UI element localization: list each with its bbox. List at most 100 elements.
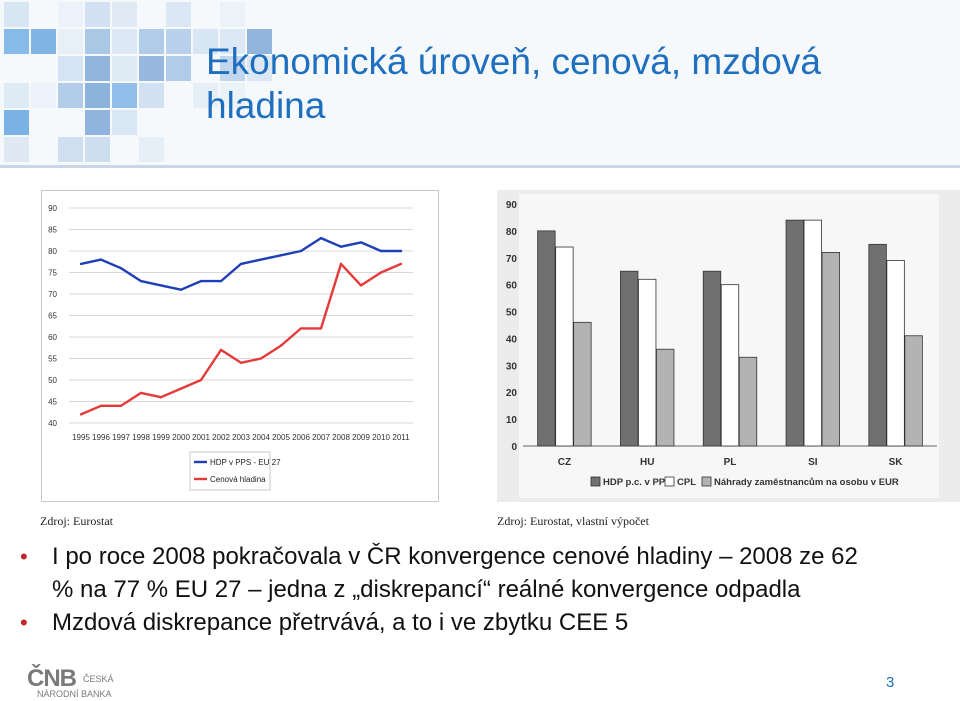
x-tick-label: HU — [640, 457, 654, 468]
x-tick-label: 1998 — [132, 433, 150, 442]
y-tick-label: 80 — [506, 227, 518, 238]
data-point — [339, 245, 343, 248]
x-tick-label: SK — [889, 457, 904, 468]
page-number: 3 — [886, 674, 895, 691]
page-title: Ekonomická úroveň, cenová, mzdová hladin… — [206, 40, 926, 128]
legend-frame — [189, 451, 271, 491]
bar — [738, 356, 758, 447]
y-tick-label: 40 — [506, 334, 518, 345]
x-tick-label: 2010 — [372, 433, 390, 442]
data-point — [79, 413, 83, 416]
bullet-list: • I po roce 2008 pokračovala v ČR konver… — [20, 540, 940, 639]
data-point — [259, 357, 263, 360]
header-mosaic — [0, 0, 960, 168]
bullet-dot-icon: • — [20, 610, 28, 635]
bullet-1-line-2: % na 77 % EU 27 – jedna z „diskrepancí“ … — [52, 576, 801, 603]
bar — [555, 246, 574, 447]
data-point — [339, 262, 343, 266]
x-tick-label: 2000 — [172, 433, 190, 442]
data-point — [279, 344, 283, 347]
bullet-dot-icon: • — [20, 544, 28, 569]
bar — [785, 219, 804, 447]
data-point — [179, 387, 183, 390]
y-tick-label: 70 — [48, 290, 57, 299]
bullet-item-1: • I po roce 2008 pokračovala v ČR konver… — [20, 540, 940, 606]
bar — [803, 219, 822, 447]
y-tick-label: 40 — [48, 419, 57, 428]
x-tick-label: 1995 — [72, 433, 90, 442]
legend-swatch — [590, 476, 601, 487]
bar — [537, 230, 556, 447]
data-point — [299, 327, 303, 330]
line-chart: 40 45 50 55 60 65 70 75 80 85 90 1995 1996 1997 1998 1… — [41, 190, 439, 502]
data-point — [99, 258, 103, 261]
data-point — [359, 284, 363, 287]
legend-label: HDP p.c. v PPS — [603, 477, 671, 488]
y-tick-label: 20 — [506, 388, 518, 399]
y-tick-label: 10 — [506, 415, 518, 426]
bar — [702, 270, 722, 447]
x-tick-label: 2007 — [312, 433, 330, 442]
data-point — [199, 378, 203, 382]
y-tick-label: 60 — [506, 281, 518, 292]
bar — [821, 252, 840, 447]
logo-mark: ČNB — [27, 664, 77, 692]
data-point — [79, 262, 83, 266]
data-point — [139, 391, 143, 395]
bar — [886, 260, 905, 447]
y-tick-label: 90 — [48, 204, 57, 213]
data-point — [279, 254, 283, 257]
legend-label: Cenová hladina — [210, 475, 266, 484]
x-tick-label: 1996 — [92, 433, 110, 442]
bullet-1-line-1: I po roce 2008 pokračovala v ČR konverge… — [52, 543, 858, 570]
title-line-2: hladina — [206, 85, 326, 126]
data-point — [239, 361, 243, 364]
x-tick-label: PL — [724, 457, 737, 468]
y-tick-label: 55 — [48, 355, 57, 364]
x-tick-label: 1997 — [112, 433, 130, 442]
y-tick-label: 60 — [48, 333, 57, 342]
y-tick-label: 30 — [506, 361, 518, 372]
data-point — [119, 404, 123, 407]
data-point — [219, 348, 223, 352]
x-tick-label: 2002 — [212, 433, 230, 442]
data-point — [99, 404, 103, 407]
data-point — [139, 279, 143, 283]
bullet-2-line-1: Mzdová diskrepance přetrvává, a to i ve … — [52, 609, 629, 636]
y-tick-label: 0 — [511, 442, 517, 453]
legend-label: HDP v PPS - EU 27 — [210, 458, 281, 467]
data-point — [159, 284, 163, 287]
logo-line-2: NÁRODNÍ BANKA — [37, 689, 112, 699]
bar — [656, 348, 675, 447]
data-point — [319, 327, 323, 330]
x-tick-label: 2004 — [252, 433, 270, 442]
bar — [638, 278, 657, 447]
data-point — [259, 258, 263, 261]
data-point — [399, 262, 403, 266]
y-tick-label: 45 — [48, 398, 57, 407]
data-point — [359, 241, 363, 244]
bar — [904, 335, 923, 447]
data-point — [119, 267, 123, 270]
source-left: Zdroj: Eurostat — [40, 514, 113, 528]
legend-label: Náhrady zaměstnancům na osobu v EUR — [714, 477, 899, 488]
y-tick-label: 90 — [506, 200, 518, 211]
data-point — [179, 288, 183, 291]
legend-label: CPL — [677, 477, 696, 488]
y-tick-label: 50 — [506, 308, 518, 319]
y-tick-label: 65 — [48, 312, 57, 321]
data-point — [239, 262, 243, 266]
y-tick-label: 70 — [506, 254, 518, 265]
x-tick-label: 2008 — [332, 433, 350, 442]
bar — [620, 270, 639, 447]
data-point — [159, 396, 163, 399]
bar — [868, 243, 887, 447]
x-tick-label: 2003 — [232, 433, 250, 442]
y-tick-label: 80 — [48, 247, 57, 256]
logo-line-1: ČESKÁ — [83, 674, 114, 684]
bar-chart: 0 10 20 30 40 50 60 70 80 90 CZ HU PL SI SK HDP p.c. … — [497, 190, 960, 502]
title-line-1: Ekonomická úroveň, cenová, mzdová — [206, 41, 821, 82]
data-point — [399, 249, 403, 253]
x-tick-label: 1999 — [152, 433, 170, 442]
x-tick-label: CZ — [558, 457, 571, 468]
